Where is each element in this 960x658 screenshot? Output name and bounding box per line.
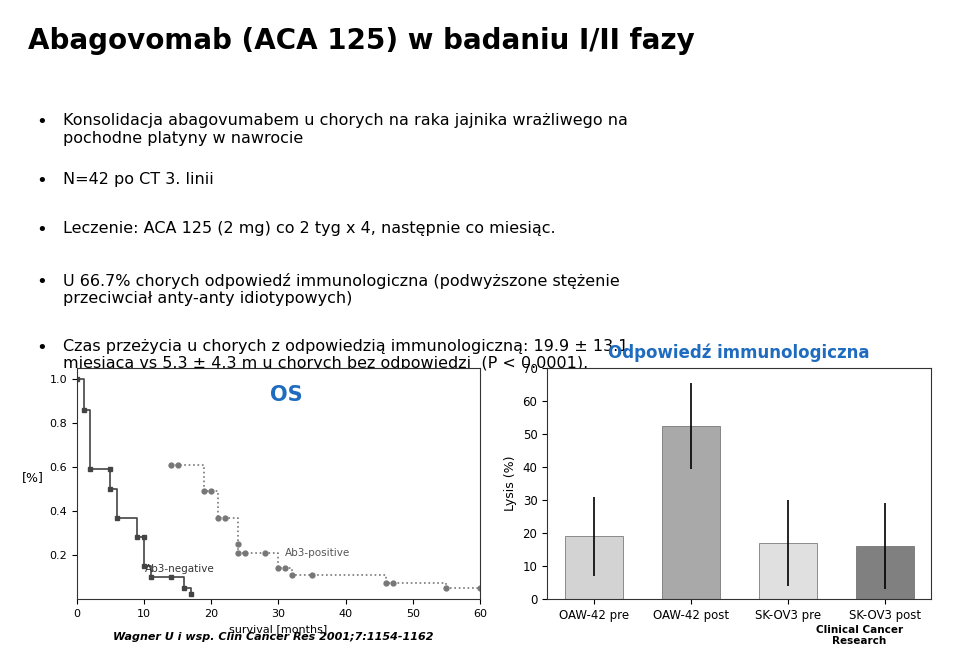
Text: Abagovomab (ACA 125) w badaniu I/II fazy: Abagovomab (ACA 125) w badaniu I/II fazy [29, 27, 695, 55]
Text: •: • [36, 113, 46, 132]
Y-axis label: Lysis (%): Lysis (%) [504, 456, 517, 511]
Text: •: • [36, 339, 46, 357]
Text: Ab3-positive: Ab3-positive [285, 548, 350, 558]
Text: OS: OS [270, 384, 302, 405]
Y-axis label: [%]: [%] [22, 470, 43, 484]
Text: Czas przeżycia u chorych z odpowiedzią immunologiczną: 19.9 ± 13.1
miesiąca vs 5: Czas przeżycia u chorych z odpowiedzią i… [63, 339, 629, 371]
Text: •: • [36, 221, 46, 239]
Bar [564, 536, 623, 599]
Text: •: • [36, 172, 46, 190]
Text: •: • [36, 273, 46, 291]
Text: Konsolidacja abagovumabem u chorych na raka jajnika wrażliwego na
pochodne platy: Konsolidacja abagovumabem u chorych na r… [63, 113, 628, 145]
Text: Leczenie: ACA 125 (2 mg) co 2 tyg x 4, następnie co miesiąc.: Leczenie: ACA 125 (2 mg) co 2 tyg x 4, n… [63, 221, 556, 236]
Text: Odpowiedź immunologiczna: Odpowiedź immunologiczna [609, 343, 870, 362]
Text: U 66.7% chorych odpowiedź immunologiczna (podwyższone stężenie
przeciwciał anty-: U 66.7% chorych odpowiedź immunologiczna… [63, 273, 620, 306]
Text: Wagner U i wsp. Clin Cancer Res 2001;7:1154-1162: Wagner U i wsp. Clin Cancer Res 2001;7:1… [113, 632, 434, 642]
Bar [661, 426, 720, 599]
X-axis label: survival [months]: survival [months] [229, 624, 327, 634]
Bar [758, 543, 817, 599]
Bar [855, 546, 914, 599]
Text: N=42 po CT 3. linii: N=42 po CT 3. linii [63, 172, 214, 188]
Text: Clinical Cancer
Research: Clinical Cancer Research [816, 624, 902, 646]
Text: Ab3-negative: Ab3-negative [145, 565, 215, 574]
